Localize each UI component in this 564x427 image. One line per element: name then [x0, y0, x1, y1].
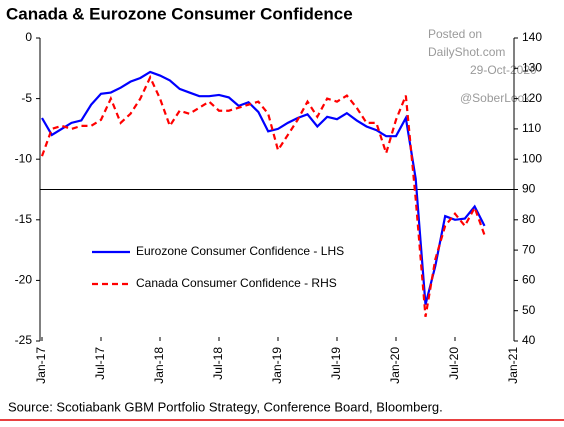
- y2-tick-label: 50: [522, 303, 536, 317]
- watermark: @SoberLook: [460, 91, 531, 105]
- x-tick-label: Jul-20: [447, 347, 461, 380]
- y-tick-label: -20: [15, 273, 33, 287]
- x-tick-label: Jan-18: [152, 347, 166, 384]
- watermark: DailyShot.com: [428, 45, 505, 59]
- series-line: [40, 74, 486, 317]
- source: Source: Scotiabank GBM Portfolio Strateg…: [8, 399, 443, 414]
- x-tick-label: Jan-20: [388, 347, 402, 384]
- x-tick-label: Jul-18: [211, 347, 225, 380]
- y2-tick-label: 90: [522, 182, 536, 196]
- x-tick-label: Jan-21: [506, 347, 520, 384]
- legend-label: Eurozone Consumer Confidence - LHS: [136, 244, 344, 258]
- y-tick-label: -5: [21, 91, 32, 105]
- y2-tick-label: 110: [522, 121, 541, 135]
- y2-tick-label: 60: [522, 273, 536, 287]
- y-tick-label: -25: [15, 333, 33, 347]
- x-tick-label: Jan-17: [34, 347, 48, 384]
- y-tick-label: -15: [15, 212, 33, 226]
- watermark: 29-Oct-2020: [470, 63, 537, 77]
- y-tick-label: 0: [25, 30, 32, 44]
- y2-tick-label: 140: [522, 30, 542, 44]
- y2-tick-label: 120: [522, 91, 542, 105]
- y2-tick-label: 130: [522, 60, 542, 74]
- x-tick-label: Jul-17: [93, 347, 107, 380]
- y2-tick-label: 100: [522, 151, 542, 165]
- legend-label: Canada Consumer Confidence - RHS: [136, 276, 337, 290]
- x-tick-label: Jan-19: [270, 347, 284, 384]
- x-tick-label: Jul-19: [329, 347, 343, 380]
- y2-tick-label: 40: [522, 333, 536, 347]
- y-tick-label: -10: [15, 151, 33, 165]
- y2-tick-label: 70: [522, 242, 536, 256]
- chart-title: Canada & Eurozone Consumer Confidence: [6, 4, 353, 23]
- watermark: Posted on: [428, 27, 482, 41]
- y2-tick-label: 80: [522, 212, 536, 226]
